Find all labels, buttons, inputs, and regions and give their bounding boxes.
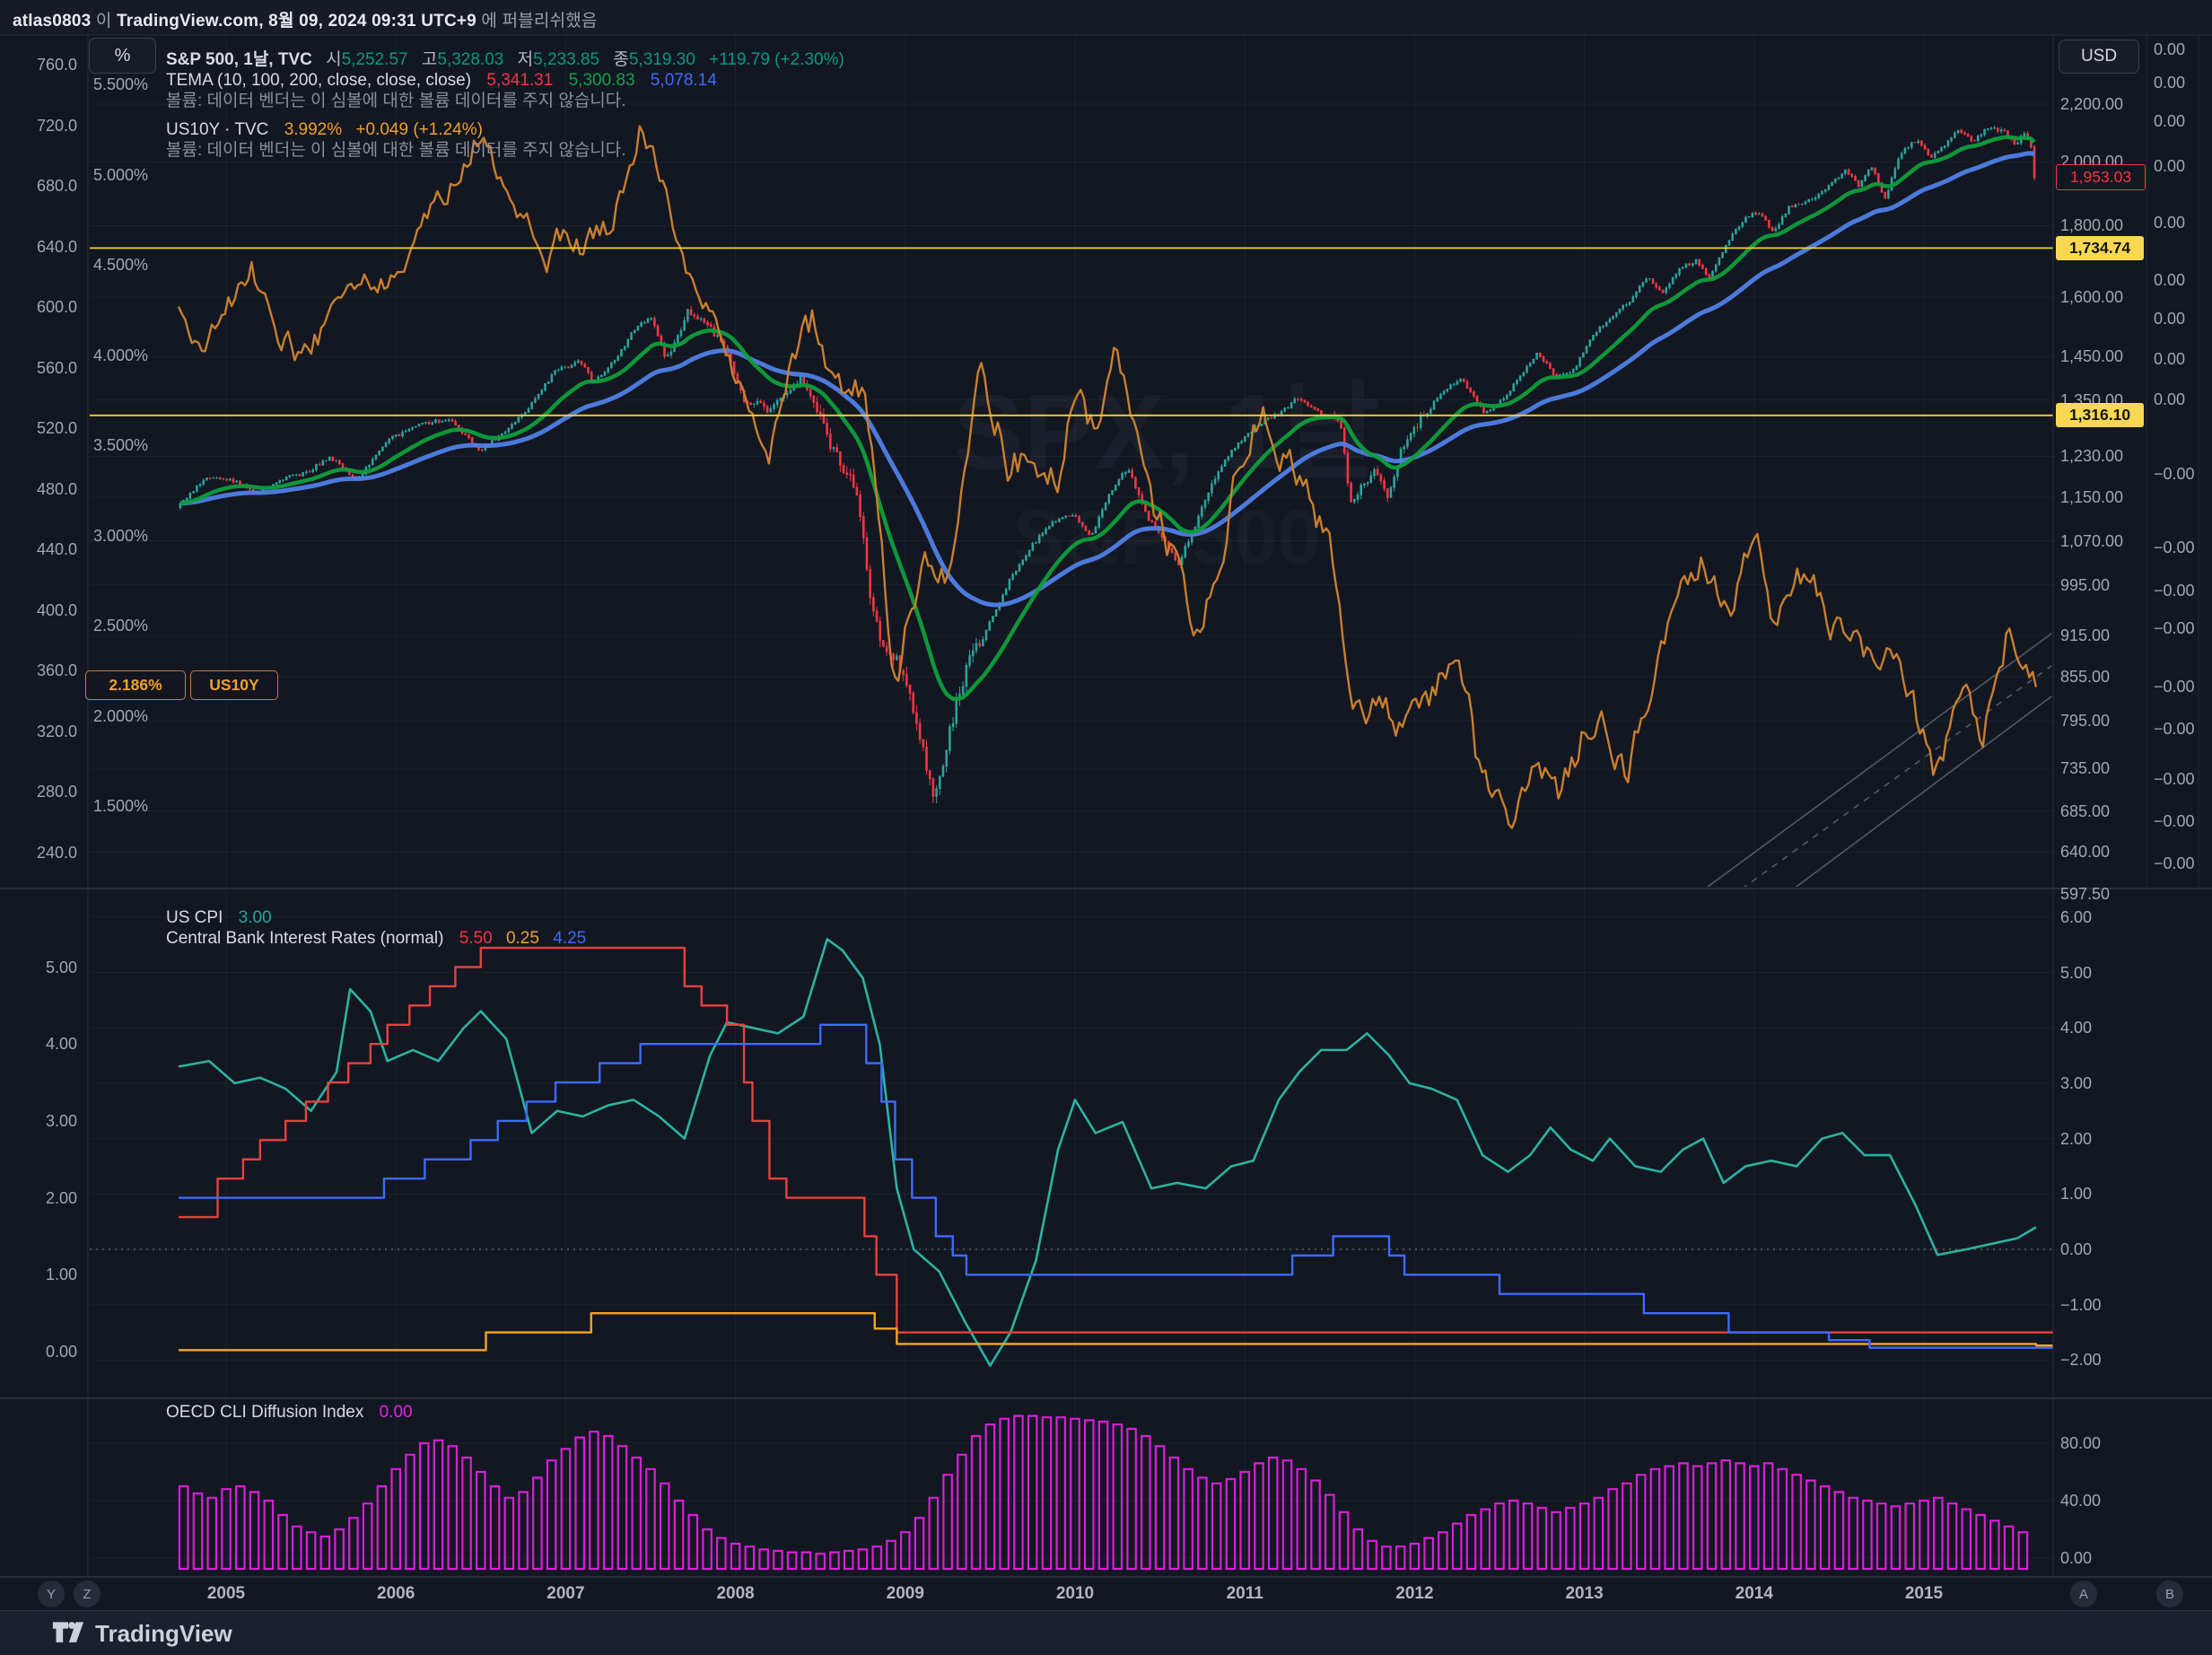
tema-value-1: 5,341.31 [486,71,554,90]
cpi-title: US CPI [166,908,223,927]
currency-button[interactable]: USD [2059,39,2139,74]
close-value: 5,319.30 [628,50,695,69]
rate-ecb-value: 4.25 [553,929,587,948]
cli-value: 0.00 [379,1403,413,1422]
publish-source-date: TradingView.com, 8월 09, 2024 09:31 UTC+9 [117,12,476,31]
cli-title: OECD CLI Diffusion Index [166,1403,364,1422]
us10y-change: +0.049 (+1.24%) [355,120,483,139]
hline-upper-price-tag: 1,734.74 [2056,235,2144,260]
last-price-tag: 1,953.03 [2056,163,2146,190]
left-scale-mode-button[interactable]: % [89,38,156,74]
tema-title: TEMA (10, 100, 200, close, close, close) [166,71,472,90]
us10y-symbol-tag[interactable]: US10Y [190,670,278,700]
legend-rates-row[interactable]: Central Bank Interest Rates (normal) 5.5… [166,929,586,949]
scale-reset-button[interactable]: B [2156,1581,2183,1607]
high-value: 5,328.03 [437,50,504,69]
legend-main: S&P 500, 1날, TVC 시5,252.57 고5,328.03 저5,… [166,50,844,162]
volume-notice-2: 볼륨: 데이터 벤더는 이 심볼에 대한 볼륨 데이터를 주지 않습니다. [166,141,626,160]
tradingview-brand[interactable]: TradingView [52,1619,232,1648]
us10y-left-price-tag: 2.186% [85,670,186,700]
scroll-right-button[interactable]: A [2070,1581,2097,1607]
tradingview-brand-text: TradingView [95,1619,232,1647]
publisher-username: atlas0803 [13,12,92,31]
scroll-reset-button[interactable]: Z [74,1581,101,1607]
open-value: 5,252.57 [341,50,408,69]
legend-us10y-row[interactable]: US10Y · TVC 3.992% +0.049 (+1.24%) [166,120,844,140]
legend-tema-row[interactable]: TEMA (10, 100, 200, close, close, close)… [166,71,844,91]
us10y-value: 3.992% [284,120,343,139]
cpi-value: 3.00 [238,908,272,927]
legend-cli: OECD CLI Diffusion Index 0.00 [166,1403,413,1423]
legend-macro: US CPI 3.00 Central Bank Interest Rates … [166,908,586,950]
footer-bar: TradingView [0,1610,2212,1655]
volume-notice: 볼륨: 데이터 벤더는 이 심볼에 대한 볼륨 데이터를 주지 않습니다. [166,92,626,110]
rates-title: Central Bank Interest Rates (normal) [166,929,444,948]
tema-value-2: 5,300.83 [568,71,635,90]
publish-header: atlas0803 이 TradingView.com, 8월 09, 2024… [13,12,598,31]
scroll-left-button[interactable]: Y [38,1581,65,1607]
chart-canvas[interactable] [0,34,2212,1610]
symbol-title: S&P 500, 1날, TVC [166,50,312,69]
change-value: +119.79 (+2.30%) [709,50,844,69]
legend-cli-row[interactable]: OECD CLI Diffusion Index 0.00 [166,1403,413,1423]
tema-value-3: 5,078.14 [650,71,717,90]
tradingview-logo-icon [52,1622,84,1642]
legend-sp500-row[interactable]: S&P 500, 1날, TVC 시5,252.57 고5,328.03 저5,… [166,50,844,69]
chart-area[interactable]: SPX, 1날 S&P 500 [0,34,2212,1610]
us10y-title: US10Y · TVC [166,120,269,139]
hline-lower-price-tag: 1,316.10 [2056,403,2144,428]
rate-boj-value: 0.25 [505,929,539,948]
low-value: 5,233.85 [533,50,600,69]
rate-fed-value: 5.50 [459,929,493,948]
legend-cpi-row[interactable]: US CPI 3.00 [166,908,586,928]
